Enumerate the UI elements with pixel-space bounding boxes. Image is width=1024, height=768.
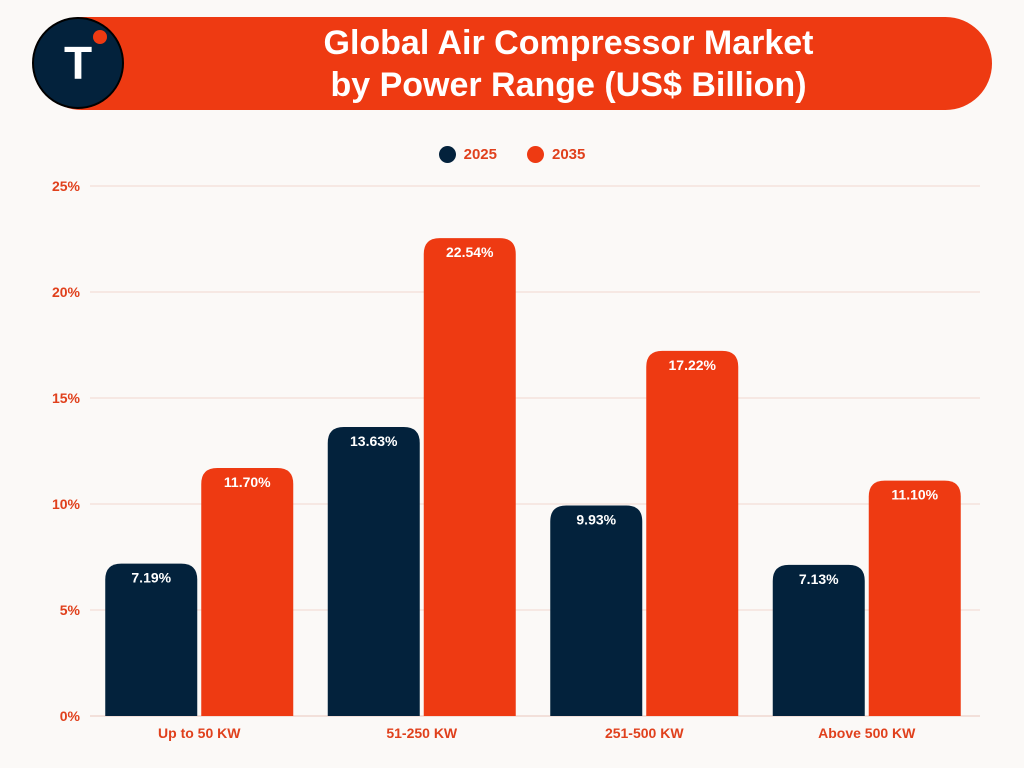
bar-2035-2 <box>646 350 739 716</box>
data-label: 13.63% <box>350 433 398 449</box>
data-label: 22.54% <box>446 244 494 260</box>
data-label: 11.70% <box>224 474 271 490</box>
title-banner: Global Air Compressor Market by Power Ra… <box>35 17 992 110</box>
bar-2025-0 <box>105 563 198 716</box>
chart-title: Global Air Compressor Market by Power Ra… <box>145 17 992 110</box>
bar-2025-3 <box>772 564 865 716</box>
legend-swatch-2025 <box>438 146 456 163</box>
bar-2025-1 <box>327 427 420 716</box>
data-label: 11.10% <box>891 487 938 503</box>
y-tick-label: 15% <box>52 390 81 406</box>
x-tick-label: 251-500 KW <box>605 725 684 741</box>
chart-title-line1: Global Air Compressor Market <box>323 23 814 62</box>
data-label: 7.13% <box>799 571 839 587</box>
x-tick-label: Up to 50 KW <box>158 725 241 741</box>
y-tick-label: 5% <box>60 602 81 618</box>
legend-item-2025: 2025 <box>438 146 497 163</box>
data-label: 9.93% <box>576 511 616 527</box>
y-tick-label: 25% <box>52 178 81 194</box>
y-tick-label: 0% <box>60 708 81 724</box>
brand-logo: T <box>32 17 124 109</box>
chart-legend: 2025 2035 <box>0 146 1024 163</box>
data-label: 7.19% <box>131 570 171 586</box>
x-tick-label: 51-250 KW <box>386 725 458 741</box>
legend-label-2035: 2035 <box>552 146 586 163</box>
logo-letter: T <box>63 37 93 89</box>
legend-swatch-2035 <box>527 146 544 163</box>
legend-item-2035: 2035 <box>527 146 585 163</box>
bar-2025-2 <box>550 505 643 716</box>
x-tick-label: Above 500 KW <box>818 725 916 741</box>
data-label: 17.22% <box>669 357 717 373</box>
y-tick-label: 20% <box>52 284 81 300</box>
chart-title-line2: by Power Range (US$ Billion) <box>330 65 807 104</box>
legend-label-2025: 2025 <box>463 146 497 163</box>
bar-2035-3 <box>868 480 961 716</box>
bar-2035-1 <box>423 238 516 717</box>
bar-2035-0 <box>201 467 294 716</box>
logo-dot <box>93 30 107 44</box>
y-tick-label: 10% <box>52 496 81 512</box>
